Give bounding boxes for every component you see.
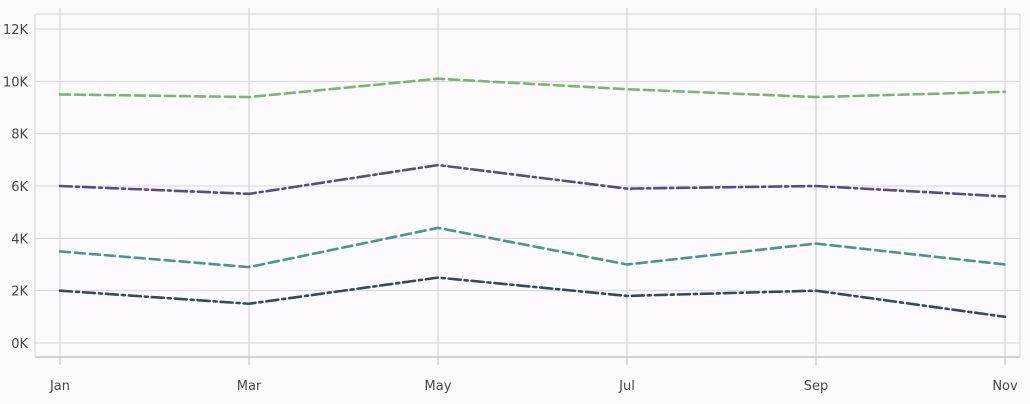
y-axis-tick-labels: 0K 2K 4K 6K 8K 10K 12K	[3, 23, 29, 352]
y-tick-label: 10K	[3, 75, 29, 90]
y-tick-label: 2K	[11, 285, 28, 300]
series-line-1	[58, 77, 1007, 99]
vertical-gridlines	[59, 8, 1006, 365]
series-line-4	[58, 276, 1007, 319]
axes	[34, 14, 1021, 358]
x-tick-label: Sep	[804, 379, 829, 394]
x-tick-label: May	[425, 379, 452, 394]
x-tick-label: Jan	[49, 379, 70, 394]
series-line-3	[58, 226, 1007, 269]
y-tick-label: 0K	[11, 337, 28, 352]
y-tick-label: 12K	[3, 23, 29, 38]
x-tick-label: Mar	[237, 379, 262, 394]
series-lines	[58, 77, 1007, 319]
y-tick-label: 4K	[11, 232, 28, 247]
x-tick-label: Nov	[992, 379, 1018, 394]
y-tick-label: 6K	[11, 180, 28, 195]
y-tick-label: 8K	[11, 128, 28, 143]
x-axis-tick-labels: Jan Mar May Jul Sep Nov	[49, 379, 1018, 394]
horizontal-gridlines	[35, 13, 1020, 344]
series-line-2	[58, 163, 1007, 198]
x-tick-label: Jul	[618, 379, 635, 394]
